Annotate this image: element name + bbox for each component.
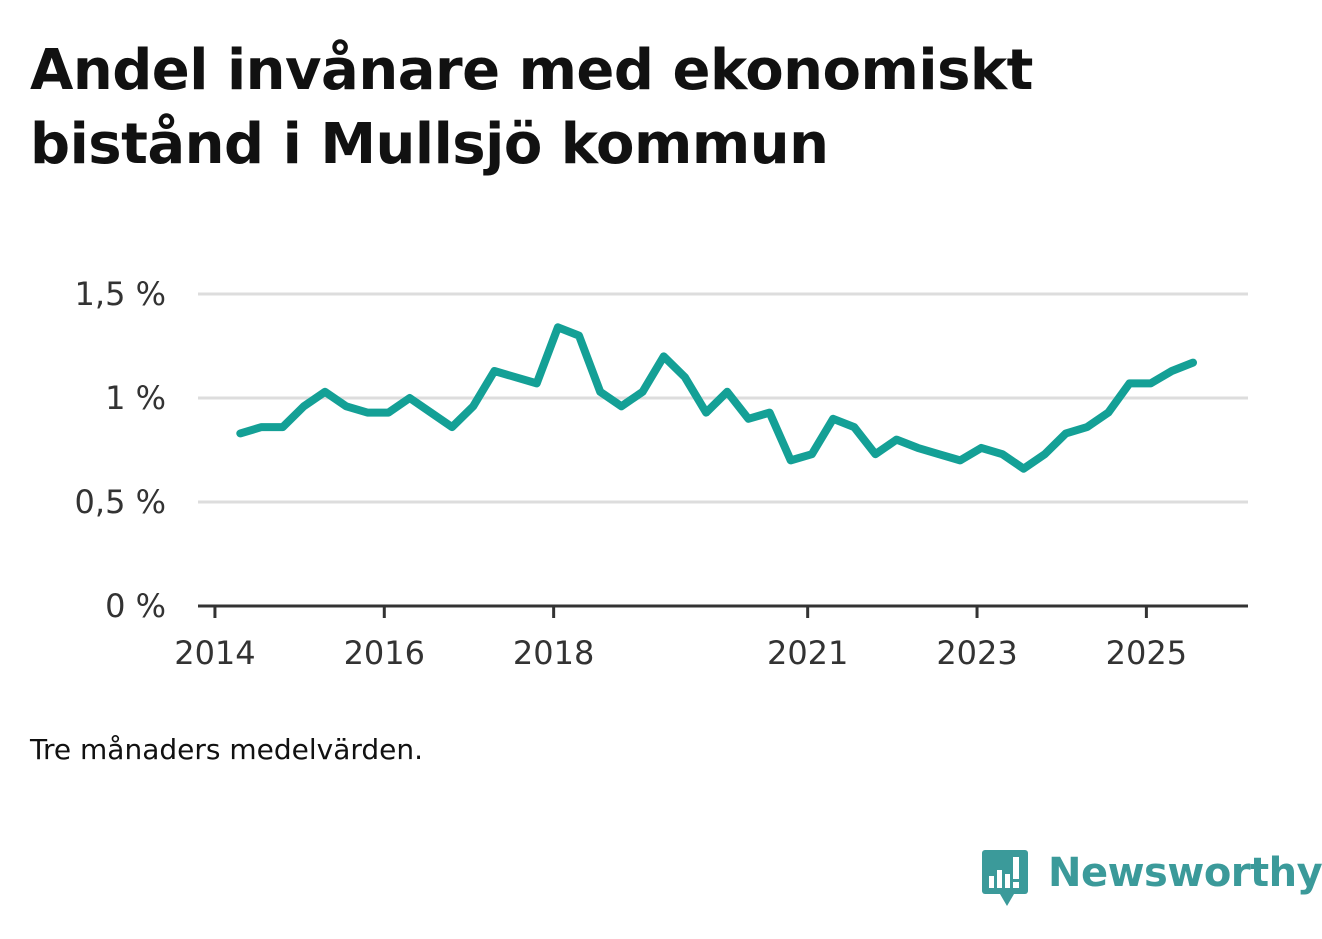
brand-name: Newsworthy	[1048, 850, 1322, 896]
line-chart: 0 % 0,5 % 1 % 1,5 % 2014 2016 2018 2021 2023 2025	[75, 275, 1248, 672]
chart-title-line-1: Andel invånare med ekonomiskt	[30, 38, 1033, 103]
series-line	[236, 323, 1197, 473]
x-tick-label: 2023	[936, 634, 1017, 672]
y-tick-label: 0 %	[105, 587, 166, 625]
brand-logo[interactable]: Newsworthy	[980, 848, 1322, 910]
x-tick-label: 2014	[174, 634, 255, 672]
newsworthy-icon	[982, 850, 1028, 906]
chart-title: Andel invånare med ekonomiskt bistånd i …	[30, 34, 1230, 182]
x-tick-label: 2021	[767, 634, 848, 672]
chart-title-line-2: bistånd i Mullsjö kommun	[30, 112, 829, 177]
y-tick-label: 1 %	[105, 379, 166, 417]
y-tick-label: 1,5 %	[75, 275, 166, 313]
x-tick-label: 2016	[344, 634, 425, 672]
x-tick-label: 2018	[513, 634, 594, 672]
x-tick-label: 2025	[1106, 634, 1187, 672]
footnote: Tre månaders medelvärden.	[30, 733, 424, 766]
y-tick-label: 0,5 %	[75, 483, 166, 521]
